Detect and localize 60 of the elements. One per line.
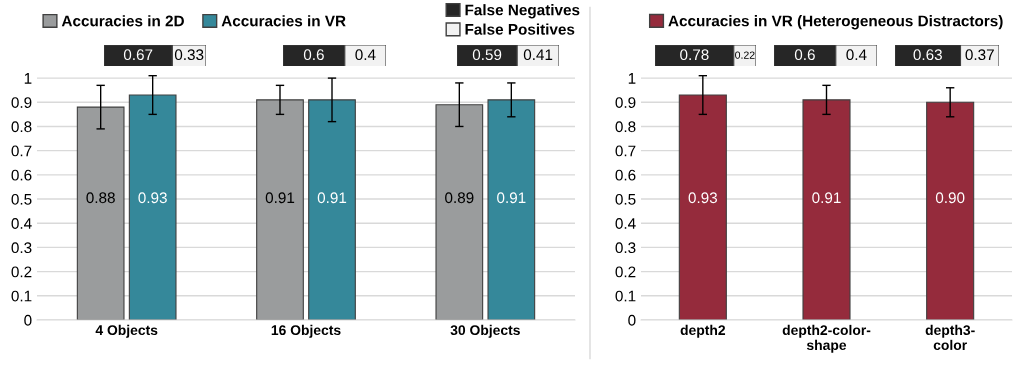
data-label: 0.6 xyxy=(794,49,815,61)
data-label: 0.4 xyxy=(846,49,867,61)
y-tick-label: 0.3 xyxy=(615,242,636,254)
data-label: 0.33 xyxy=(174,49,204,61)
data-label: 0.63 xyxy=(913,49,942,61)
bar xyxy=(128,94,177,320)
x-tick-label: depth3- color xyxy=(925,324,975,351)
y-tick-label: 0.2 xyxy=(615,266,636,278)
legend-label: False Negatives xyxy=(465,4,580,19)
y-tick-label: 0.4 xyxy=(615,218,636,229)
data-label: 0.88 xyxy=(86,192,115,204)
legend-label: Accuracies in VR xyxy=(221,15,346,27)
data-label: 0.4 xyxy=(355,49,376,61)
data-label: 0.41 xyxy=(523,49,553,61)
y-tick-label: 0.6 xyxy=(615,169,636,181)
y-tick-label: 0.9 xyxy=(11,97,32,108)
bar xyxy=(256,99,304,320)
data-label: 0.91 xyxy=(265,192,295,204)
data-label: 0.91 xyxy=(497,192,526,204)
y-tick-label: 1 xyxy=(628,73,636,84)
legend-label: False Positives xyxy=(465,23,575,35)
data-label: 0.93 xyxy=(138,192,167,204)
y-tick-label: 0.7 xyxy=(615,145,636,157)
data-label: 0.93 xyxy=(688,192,718,204)
y-tick-label: 0.4 xyxy=(11,218,32,229)
y-tick-label: 0.8 xyxy=(615,121,636,133)
legend-label: Accuracies in 2D xyxy=(61,15,184,27)
data-label: 0.67 xyxy=(123,49,153,61)
data-label: 0.91 xyxy=(812,192,841,204)
x-tick-label: 16 Objects xyxy=(271,324,341,338)
bar xyxy=(435,104,484,320)
data-label: 0.89 xyxy=(445,192,474,204)
x-tick-label: depth2-color- shape xyxy=(782,324,871,353)
y-tick-label: 0.5 xyxy=(615,193,636,205)
data-label: 0.91 xyxy=(317,192,347,204)
y-tick-label: 0.8 xyxy=(11,121,32,133)
y-tick-label: 1 xyxy=(24,73,32,84)
x-tick-label: depth2 xyxy=(680,324,726,338)
y-tick-label: 0.6 xyxy=(11,169,32,181)
data-label: 0.22 xyxy=(735,51,755,59)
data-label: 0.59 xyxy=(472,49,502,61)
legend-label: Accuracies in VR (Heterogeneous Distractors) xyxy=(668,15,1003,30)
data-label: 0.37 xyxy=(965,49,994,61)
y-tick-label: 0 xyxy=(24,314,32,326)
bar xyxy=(487,99,536,320)
y-tick-label: 0.1 xyxy=(615,290,636,302)
y-tick-label: 0 xyxy=(628,314,636,326)
y-tick-label: 0.7 xyxy=(11,145,32,157)
x-tick-label: 30 Objects xyxy=(450,324,520,338)
x-tick-label: 4 Objects xyxy=(95,324,158,338)
y-tick-label: 0.2 xyxy=(11,266,32,278)
bar xyxy=(308,99,356,320)
data-label: 0.90 xyxy=(935,192,965,204)
data-label: 0.6 xyxy=(303,49,324,61)
y-tick-label: 0.9 xyxy=(615,97,636,108)
y-tick-label: 0.5 xyxy=(11,193,32,205)
data-label: 0.78 xyxy=(680,49,709,61)
y-tick-label: 0.1 xyxy=(11,290,32,302)
bar xyxy=(76,106,125,320)
y-tick-label: 0.3 xyxy=(11,242,32,254)
